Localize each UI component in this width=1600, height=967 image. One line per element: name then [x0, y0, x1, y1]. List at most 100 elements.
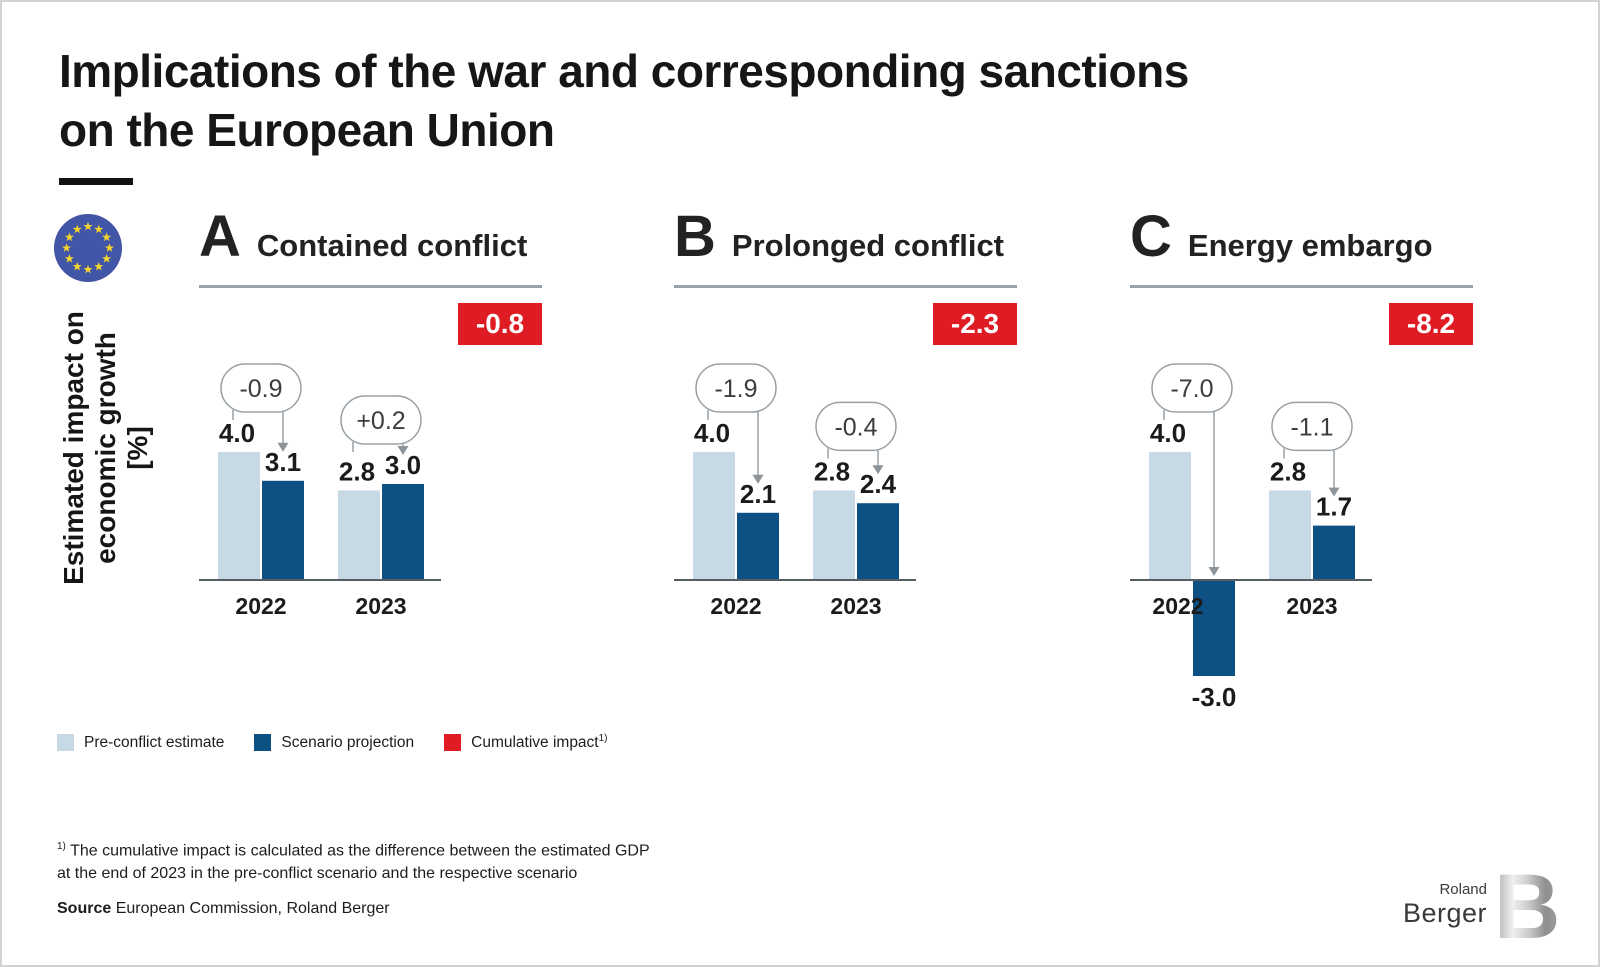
delta-bubble: [220, 363, 302, 413]
bar-scenario: [382, 484, 424, 580]
pre-conflict-value-label: 4.0: [694, 418, 730, 448]
footnote-marker: 1): [57, 841, 66, 852]
delta-arrow-head-icon: [1328, 487, 1340, 497]
footnote: 1) The cumulative impact is calculated a…: [57, 835, 650, 885]
bar-pre-conflict: [693, 452, 735, 580]
panel-a-rule: [199, 285, 542, 288]
year-label: 2023: [830, 593, 881, 619]
legend-footnote-marker: 1): [598, 733, 608, 744]
source-label: Source: [57, 900, 112, 917]
panel-b-header: B Prolonged conflict: [674, 208, 1004, 266]
bar-scenario: [1313, 525, 1355, 580]
eu-star-icon: [104, 243, 115, 252]
year-label: 2023: [1286, 593, 1337, 619]
eu-star-icon: [102, 232, 112, 242]
pre-conflict-value-label: 4.0: [1150, 418, 1186, 448]
roland-berger-logo: Roland Berger: [1362, 882, 1487, 927]
panel-b-rule: [674, 285, 1017, 288]
pre-conflict-value-label: 4.0: [219, 418, 255, 448]
logo-b-glyph: B: [1494, 864, 1558, 944]
panel-b-cumulative-impact-badge: -2.3: [933, 303, 1017, 345]
bar-scenario: [857, 503, 899, 580]
eu-star-icon: [94, 224, 104, 234]
panel-c-title: Energy embargo: [1187, 228, 1433, 263]
panel-c-rule: [1130, 285, 1473, 288]
bar-pre-conflict: [1269, 490, 1311, 580]
logo-berger-text: Berger: [1402, 898, 1487, 928]
eu-flag-circle: [54, 214, 122, 282]
eu-star-icon: [83, 264, 93, 274]
pre-conflict-swatch-icon: [57, 734, 74, 752]
footnote-line1: 1) The cumulative impact is calculated a…: [57, 841, 650, 860]
eu-star-icon: [94, 261, 104, 271]
eu-star-icon: [102, 253, 112, 263]
footnote-line2: at the end of 2023 in the pre-conflict s…: [57, 865, 578, 883]
logo-roland-text: Roland: [1439, 881, 1487, 898]
y-axis-label: Estimated impact on economic growth [%]: [58, 308, 153, 588]
delta-bubble: [695, 363, 777, 413]
legend-item-cumulative: Cumulative impact1): [444, 733, 608, 752]
delta-value-label: -0.4: [834, 413, 877, 441]
eu-flag-icon: [54, 214, 122, 282]
panel-a-title: Contained conflict: [256, 228, 528, 263]
bar-scenario: [262, 480, 304, 580]
delta-value-label: -1.9: [714, 375, 757, 403]
page-title-line1: Implications of the war and correspondin…: [59, 45, 1189, 97]
panel-b-title: Prolonged conflict: [731, 228, 1005, 263]
year-label: 2022: [1152, 593, 1203, 619]
eu-star-icon: [83, 221, 93, 231]
scenario-value-label: -3.0: [1192, 682, 1237, 712]
y-axis-label-line1: Estimated impact on: [58, 311, 89, 585]
page-title-line2: on the European Union: [59, 103, 555, 156]
bar-pre-conflict: [218, 452, 260, 580]
delta-arrow-head-icon: [752, 474, 764, 484]
legend-label: Pre-conflict estimate: [84, 733, 225, 751]
bar-pre-conflict: [338, 490, 380, 580]
delta-bubble: [815, 401, 897, 452]
bar-pre-conflict: [813, 490, 855, 580]
y-axis-label-line2: economic growth [%]: [90, 332, 153, 564]
legend-item-scenario: Scenario projection: [254, 734, 414, 752]
bar-scenario: [737, 512, 779, 580]
delta-arrow-head-icon: [277, 442, 289, 452]
panel-c-letter: C: [1130, 204, 1172, 269]
panel-a-letter: A: [199, 204, 241, 269]
eu-star-icon: [64, 253, 74, 263]
eu-star-icon: [72, 224, 82, 234]
legend: Pre-conflict estimate Scenario projectio…: [57, 733, 608, 752]
scenario-value-label: 2.4: [860, 469, 897, 499]
delta-value-label: -0.9: [239, 375, 282, 403]
delta-bubble: [340, 395, 422, 445]
delta-arrow-head-icon: [397, 446, 409, 455]
delta-arrow-head-icon: [1208, 567, 1220, 576]
panel-a-cumulative-impact-badge: -0.8: [458, 303, 542, 345]
bar-pre-conflict: [1149, 452, 1191, 580]
scenario-swatch-icon: [254, 734, 272, 752]
delta-bubble: [1271, 401, 1353, 452]
year-label: 2022: [235, 593, 286, 619]
panel-b-letter: B: [674, 204, 716, 269]
panel-c-cumulative-impact-badge: -8.2: [1389, 303, 1473, 345]
pre-conflict-value-label: 2.8: [1270, 456, 1306, 486]
title-underline-decoration: [59, 178, 133, 185]
delta-value-label: -7.0: [1170, 375, 1213, 403]
delta-value-label: -1.1: [1290, 413, 1333, 441]
panel-a-header: A Contained conflict: [199, 208, 527, 266]
roland-berger-b-icon: B: [1494, 864, 1558, 944]
pre-conflict-value-label: 2.8: [814, 456, 850, 486]
legend-item-pre-conflict: Pre-conflict estimate: [57, 734, 224, 752]
year-label: 2022: [710, 593, 761, 619]
delta-bubble: [1151, 363, 1233, 413]
cumulative-swatch-icon: [444, 734, 462, 752]
page-title: Implications of the war and correspondin…: [59, 42, 1189, 160]
eu-star-icon: [72, 261, 82, 271]
year-label: 2023: [355, 593, 406, 619]
legend-label: Cumulative impact1): [471, 733, 608, 752]
source-text: European Commission, Roland Berger: [111, 900, 390, 917]
delta-value-label: +0.2: [356, 407, 405, 435]
pre-conflict-value-label: 2.8: [339, 456, 375, 486]
